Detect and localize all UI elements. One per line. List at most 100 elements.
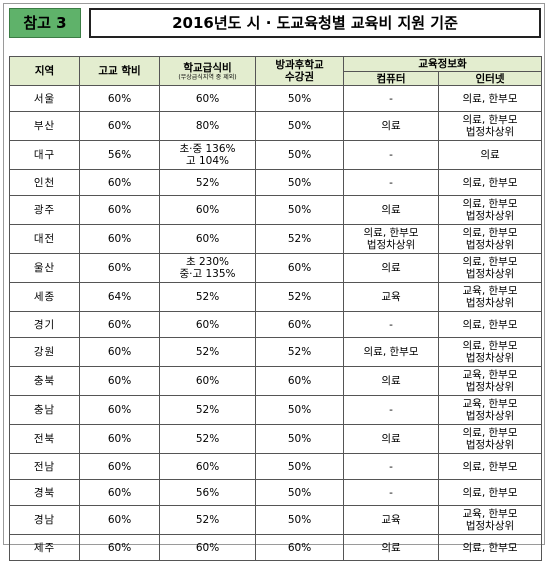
meal-cell: 60% (159, 224, 256, 254)
tuition-cell: 56% (79, 140, 160, 170)
internet-cell-line: 법정차상위 (465, 126, 515, 138)
internet-cell: 의료, 한부모 (438, 311, 542, 338)
tuition-cell: 60% (79, 195, 160, 225)
computer-cell-line: 교육 (381, 514, 401, 526)
table-row: 대구 56% 초·중 136% 고 104% 50% - 의료 (9, 140, 542, 170)
internet-cell: 교육, 한부모 법정차상위 (438, 395, 542, 425)
internet-cell-line: 교육, 한부모 (462, 285, 518, 297)
meal-cell: 60% (159, 311, 256, 338)
computer-cell: 의료 (343, 111, 439, 141)
afterschool-cell: 52% (255, 337, 344, 367)
internet-cell: 의료, 한부모 법정차상위 (438, 424, 542, 454)
meal-cell-line: 52% (195, 514, 220, 526)
computer-cell: 의료, 한부모 법정차상위 (343, 224, 439, 254)
meal-cell-line: 56% (195, 486, 220, 499)
computer-cell: 의료 (343, 195, 439, 225)
internet-cell-line: 교육, 한부모 (462, 398, 518, 410)
meal-cell-line: 52% (195, 346, 220, 358)
computer-cell: 의료 (343, 366, 439, 396)
meal-cell-line: 60% (195, 541, 220, 554)
computer-cell-line: - (389, 176, 393, 189)
header-meal: 학교급식비 (무상급식지역 중 제외) (159, 56, 256, 86)
meal-cell-line: 60% (195, 460, 220, 473)
computer-cell: 교육 (343, 505, 439, 535)
region-cell: 세종 (9, 282, 80, 312)
meal-cell: 초 230% 중·고 135% (159, 253, 256, 283)
page-title: 2016년도 시 · 도교육청별 교육비 지원 기준 (89, 8, 541, 38)
internet-cell: 의료, 한부모 (438, 169, 542, 196)
meal-cell: 60% (159, 195, 256, 225)
internet-cell: 의료, 한부모 (438, 479, 542, 506)
tuition-cell: 60% (79, 479, 160, 506)
region-cell: 전남 (9, 453, 80, 480)
meal-cell-line: 52% (195, 291, 220, 303)
meal-cell-line: 60% (195, 204, 220, 216)
internet-cell-line: 의료, 한부모 (462, 176, 518, 189)
computer-cell-line: - (389, 318, 393, 331)
internet-cell-line: 의료, 한부모 (462, 427, 518, 439)
tuition-cell: 60% (79, 366, 160, 396)
region-cell: 경북 (9, 479, 80, 506)
internet-cell-line: 의료, 한부모 (462, 318, 518, 331)
afterschool-cell: 50% (255, 505, 344, 535)
internet-cell-line: 법정차상위 (465, 439, 515, 451)
computer-cell-line: 의료 (381, 375, 401, 387)
afterschool-cell: 50% (255, 111, 344, 141)
afterschool-cell: 50% (255, 195, 344, 225)
internet-cell: 의료, 한부모 법정차상위 (438, 253, 542, 283)
meal-cell: 52% (159, 169, 256, 196)
afterschool-cell: 50% (255, 140, 344, 170)
internet-cell: 의료 (438, 140, 542, 170)
meal-cell-line: 52% (195, 433, 220, 445)
computer-cell-line: 의료 (381, 541, 401, 554)
meal-cell-line: 60% (195, 375, 220, 387)
internet-cell-line: 교육, 한부모 (462, 508, 518, 520)
tuition-cell: 60% (79, 424, 160, 454)
internet-cell: 교육, 한부모 법정차상위 (438, 366, 542, 396)
internet-cell-line: 의료, 한부모 (462, 541, 518, 554)
internet-cell-line: 의료, 한부모 (462, 198, 518, 210)
computer-cell-line: - (389, 149, 393, 161)
table-row: 충북 60% 60% 60% 의료 교육, 한부모 법정차상위 (9, 366, 542, 396)
region-cell: 부산 (9, 111, 80, 141)
afterschool-cell: 50% (255, 169, 344, 196)
computer-cell: - (343, 311, 439, 338)
computer-cell: 의료 (343, 253, 439, 283)
meal-cell-line: 60% (195, 318, 220, 331)
meal-cell: 60% (159, 366, 256, 396)
afterschool-cell: 50% (255, 424, 344, 454)
region-cell: 광주 (9, 195, 80, 225)
reference-tag: 참고 3 (9, 8, 81, 38)
table-row: 광주 60% 60% 50% 의료 의료, 한부모 법정차상위 (9, 195, 542, 225)
afterschool-cell: 60% (255, 366, 344, 396)
internet-cell: 의료, 한부모 법정차상위 (438, 195, 542, 225)
afterschool-cell: 50% (255, 395, 344, 425)
internet-cell: 교육, 한부모 법정차상위 (438, 505, 542, 535)
computer-cell: 의료 (343, 534, 439, 561)
meal-cell: 52% (159, 337, 256, 367)
computer-cell-line: 교육 (381, 291, 401, 303)
tuition-cell: 64% (79, 282, 160, 312)
table-row: 강원 60% 52% 52% 의료, 한부모 의료, 한부모 법정차상위 (9, 337, 542, 367)
region-cell: 충북 (9, 366, 80, 396)
computer-cell-line: - (389, 404, 393, 416)
meal-cell-line: 52% (195, 404, 220, 416)
afterschool-cell: 60% (255, 534, 344, 561)
afterschool-cell: 50% (255, 479, 344, 506)
internet-cell-line: 의료, 한부모 (462, 227, 518, 239)
internet-cell-line: 의료, 한부모 (462, 114, 518, 126)
region-cell: 제주 (9, 534, 80, 561)
internet-cell-line: 의료, 한부모 (462, 92, 518, 105)
afterschool-cell: 60% (255, 311, 344, 338)
tuition-cell: 60% (79, 111, 160, 141)
internet-cell-line: 의료, 한부모 (462, 256, 518, 268)
internet-cell-line: 의료, 한부모 (462, 486, 518, 499)
table-row: 울산 60% 초 230% 중·고 135% 60% 의료 의료, 한부모 법정차상위 (9, 253, 542, 283)
afterschool-cell: 52% (255, 224, 344, 254)
internet-cell: 의료, 한부모 법정차상위 (438, 111, 542, 141)
table-row: 경기 60% 60% 60% - 의료, 한부모 (9, 311, 542, 338)
region-cell: 서울 (9, 85, 80, 112)
computer-cell-line: 의료 (381, 433, 401, 445)
meal-cell: 56% (159, 479, 256, 506)
table-row: 경남 60% 52% 50% 교육 교육, 한부모 법정차상위 (9, 505, 542, 535)
